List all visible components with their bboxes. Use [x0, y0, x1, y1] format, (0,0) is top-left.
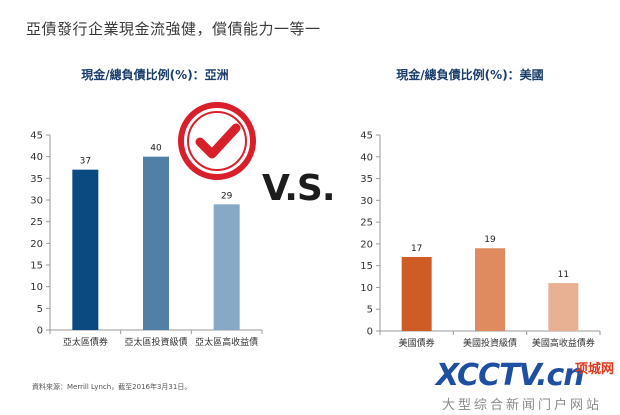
bar-us-2	[548, 283, 579, 331]
y-tick-label-us: 45	[360, 131, 373, 142]
y-tick-label-us: 15	[360, 261, 373, 272]
y-tick-label-us: 0	[367, 327, 373, 338]
checkmark-icon	[178, 102, 256, 180]
y-tick-label-asia: 20	[30, 239, 43, 250]
y-tick-label-us: 30	[360, 196, 373, 207]
x-tick-label-us-2: 美國高收益債券	[532, 337, 595, 349]
y-tick-label-asia: 5	[37, 304, 43, 315]
x-tick-label-asia-1: 亞太區投資級債	[124, 336, 187, 348]
watermark: XCCTV.cn 项城网 大型综合新闻门户网站	[436, 358, 616, 414]
watermark-subtitle: 大型综合新闻门户网站	[442, 398, 603, 413]
y-tick-label-us: 35	[360, 174, 373, 185]
x-tick-label-us-0: 美國債券	[399, 337, 435, 349]
y-tick-label-asia: 45	[30, 131, 43, 142]
y-tick-label-asia: 0	[37, 326, 43, 337]
bar-asia-1	[143, 156, 169, 330]
page-title: 亞債發行企業現金流強健，償債能力一等一	[26, 20, 321, 38]
y-tick-label-asia: 15	[30, 261, 43, 272]
bar-asia-0	[72, 169, 99, 330]
data-label-asia-2: 29	[221, 191, 233, 201]
x-tick-label-us-1: 美國投資級債	[463, 337, 517, 349]
data-label-us-0: 17	[411, 244, 422, 254]
y-tick-label-asia: 10	[30, 282, 43, 293]
chart-title-asia: 現金/總負債比例(%)：亞洲	[81, 68, 229, 82]
data-label-us-2: 11	[558, 270, 569, 280]
data-label-asia-1: 40	[150, 144, 162, 154]
y-tick-label-asia: 25	[30, 217, 43, 228]
x-tick-label-asia-2: 亞太區高收益債	[195, 336, 258, 348]
y-tick-label-asia: 30	[30, 196, 43, 207]
y-tick-label-us: 20	[360, 239, 373, 250]
source-note: 資料來源：Merrill Lynch，截至2016年3月31日。	[32, 383, 192, 391]
y-tick-label-us: 5	[367, 305, 373, 316]
x-tick-label-asia-0: 亞太區債券	[63, 336, 108, 348]
data-label-us-1: 19	[484, 235, 496, 245]
y-tick-label-asia: 40	[30, 152, 43, 163]
chart-title-us: 現金/總負債比例(%)：美國	[396, 68, 544, 82]
vs-label: V.S.	[262, 168, 335, 209]
watermark-logo: XCCTV.cn	[436, 358, 585, 393]
bar-us-1	[475, 248, 505, 331]
bar-us-0	[401, 256, 432, 331]
y-tick-label-us: 10	[360, 283, 373, 294]
y-tick-label-us: 25	[360, 218, 373, 229]
data-label-asia-0: 37	[80, 157, 91, 167]
watermark-badge: 项城网	[574, 362, 614, 377]
bar-asia-2	[213, 204, 240, 330]
y-tick-label-asia: 35	[30, 174, 43, 185]
y-tick-label-us: 40	[360, 152, 373, 163]
